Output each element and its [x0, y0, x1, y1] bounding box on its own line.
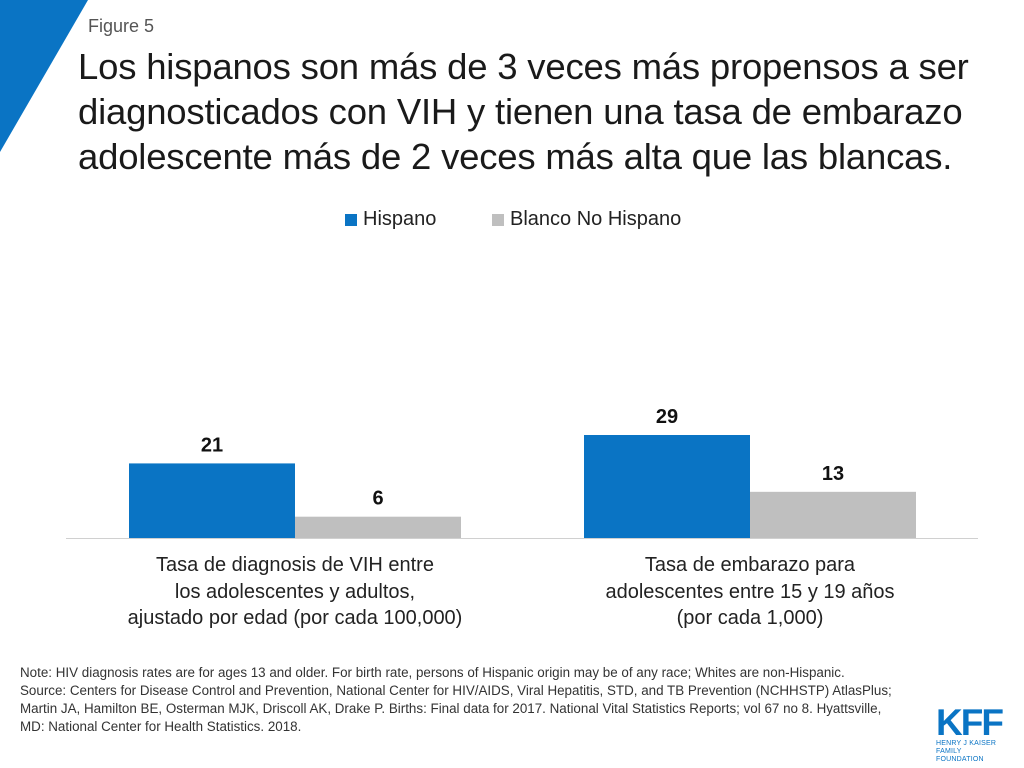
legend-item-hispano: Hispano — [345, 208, 436, 231]
category-label-hiv: Tasa de diagnosis de VIH entre los adole… — [95, 552, 495, 632]
footnote: Note: HIV diagnosis rates are for ages 1… — [20, 664, 900, 736]
bar-chart: 21 6 29 13 — [66, 406, 978, 539]
category-label-hiv-line-3: ajustado por edad (por cada 100,000) — [127, 607, 463, 629]
bar-hiv-blanco — [295, 516, 461, 538]
data-label-pregnancy-hispano: 29 — [656, 406, 678, 428]
footnote-source: Source: Centers for Disease Control and … — [20, 683, 892, 734]
data-label-pregnancy-blanco: 13 — [822, 463, 844, 485]
data-label-hiv-blanco: 6 — [372, 488, 383, 510]
legend-label-blanco: Blanco No Hispano — [510, 208, 682, 230]
footnote-note: Note: HIV diagnosis rates are for ages 1… — [20, 665, 845, 680]
category-label-pregnancy: Tasa de embarazo para adolescentes entre… — [550, 552, 950, 632]
legend-swatch-blanco — [492, 213, 504, 226]
category-label-hiv-line-2: los adolescentes y adultos, — [174, 580, 416, 603]
chart-title: Los hispanos son más de 3 veces más prop… — [78, 46, 969, 177]
figure-label: Figure 5 — [88, 16, 155, 36]
logo-mark: KFF — [936, 702, 1004, 743]
category-label-pregnancy-line-2: adolescentes entre 15 y 19 años — [605, 580, 895, 603]
logo-line-2: FAMILY FOUNDATION — [936, 748, 984, 763]
category-label-hiv-line-1: Tasa de diagnosis de VIH entre — [156, 554, 434, 576]
category-label-pregnancy-line-1: Tasa de embarazo para — [644, 554, 856, 576]
logo-line-1: HENRY J KAISER — [936, 740, 997, 747]
corner-accent-triangle — [0, 0, 88, 152]
data-label-hiv-hispano: 21 — [201, 434, 223, 456]
kff-logo: KFF HENRY J KAISER FAMILY FOUNDATION — [936, 702, 1010, 764]
legend-label-hispano: Hispano — [363, 208, 437, 230]
bar-pregnancy-blanco — [750, 491, 916, 538]
category-label-pregnancy-line-3: (por cada 1,000) — [676, 607, 824, 629]
chart-legend: Hispano Blanco No Hispano — [0, 208, 1024, 232]
bar-pregnancy-hispano — [584, 435, 750, 538]
legend-item-blanco: Blanco No Hispano — [492, 208, 681, 231]
legend-swatch-hispano — [345, 213, 357, 226]
bar-hiv-hispano — [129, 463, 295, 538]
